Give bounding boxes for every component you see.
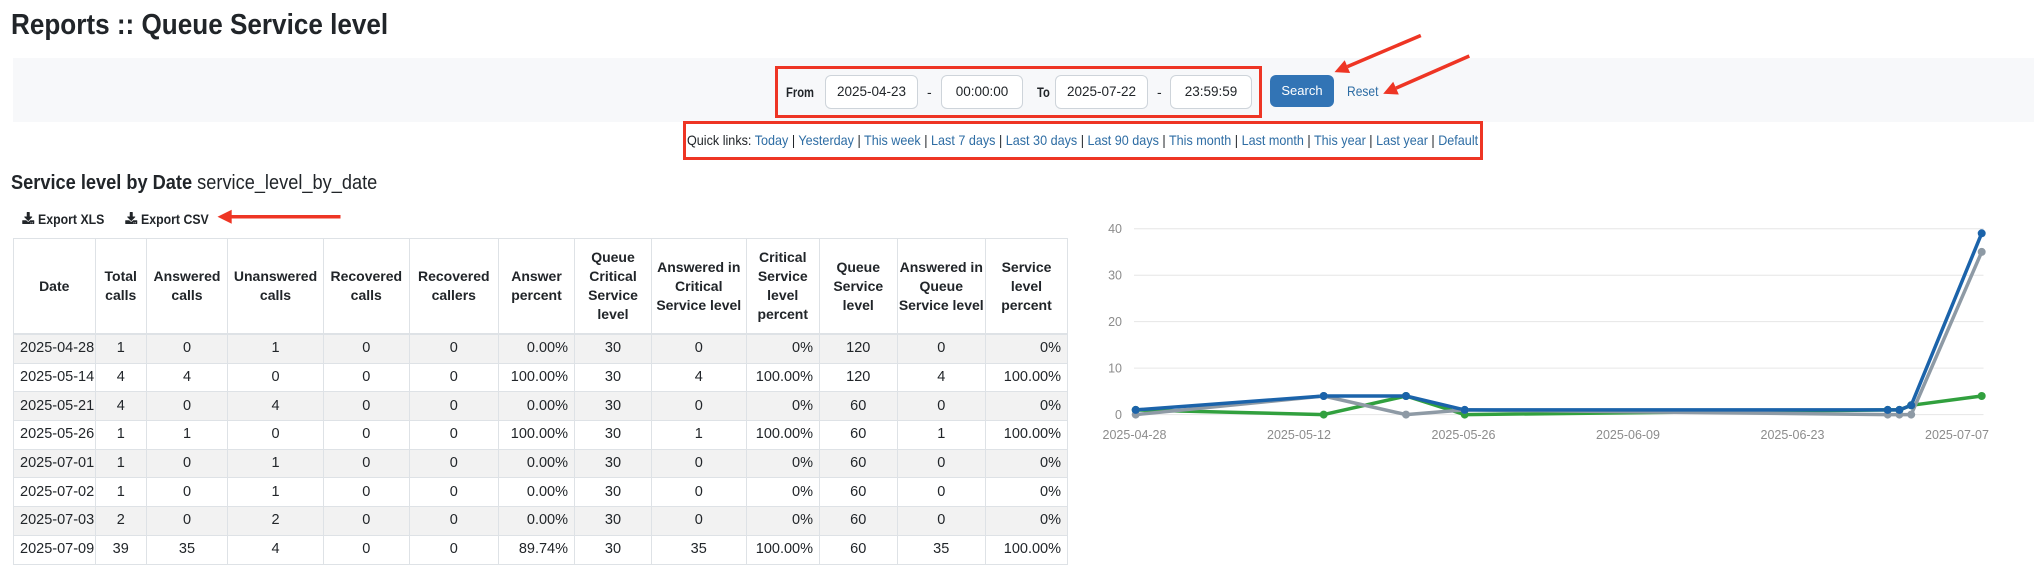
svg-text:20: 20: [1108, 315, 1122, 329]
svg-text:2025-05-26: 2025-05-26: [1432, 428, 1496, 442]
svg-text:2025-04-28: 2025-04-28: [1103, 428, 1167, 442]
svg-text:10: 10: [1108, 362, 1122, 376]
svg-text:2025-06-23: 2025-06-23: [1761, 428, 1825, 442]
svg-text:0: 0: [1115, 408, 1122, 422]
svg-text:2025-07-07: 2025-07-07: [1925, 428, 1989, 442]
svg-text:2025-05-12: 2025-05-12: [1267, 428, 1331, 442]
svg-text:30: 30: [1108, 269, 1122, 283]
svg-text:2025-06-09: 2025-06-09: [1596, 428, 1660, 442]
svg-text:40: 40: [1108, 222, 1122, 236]
